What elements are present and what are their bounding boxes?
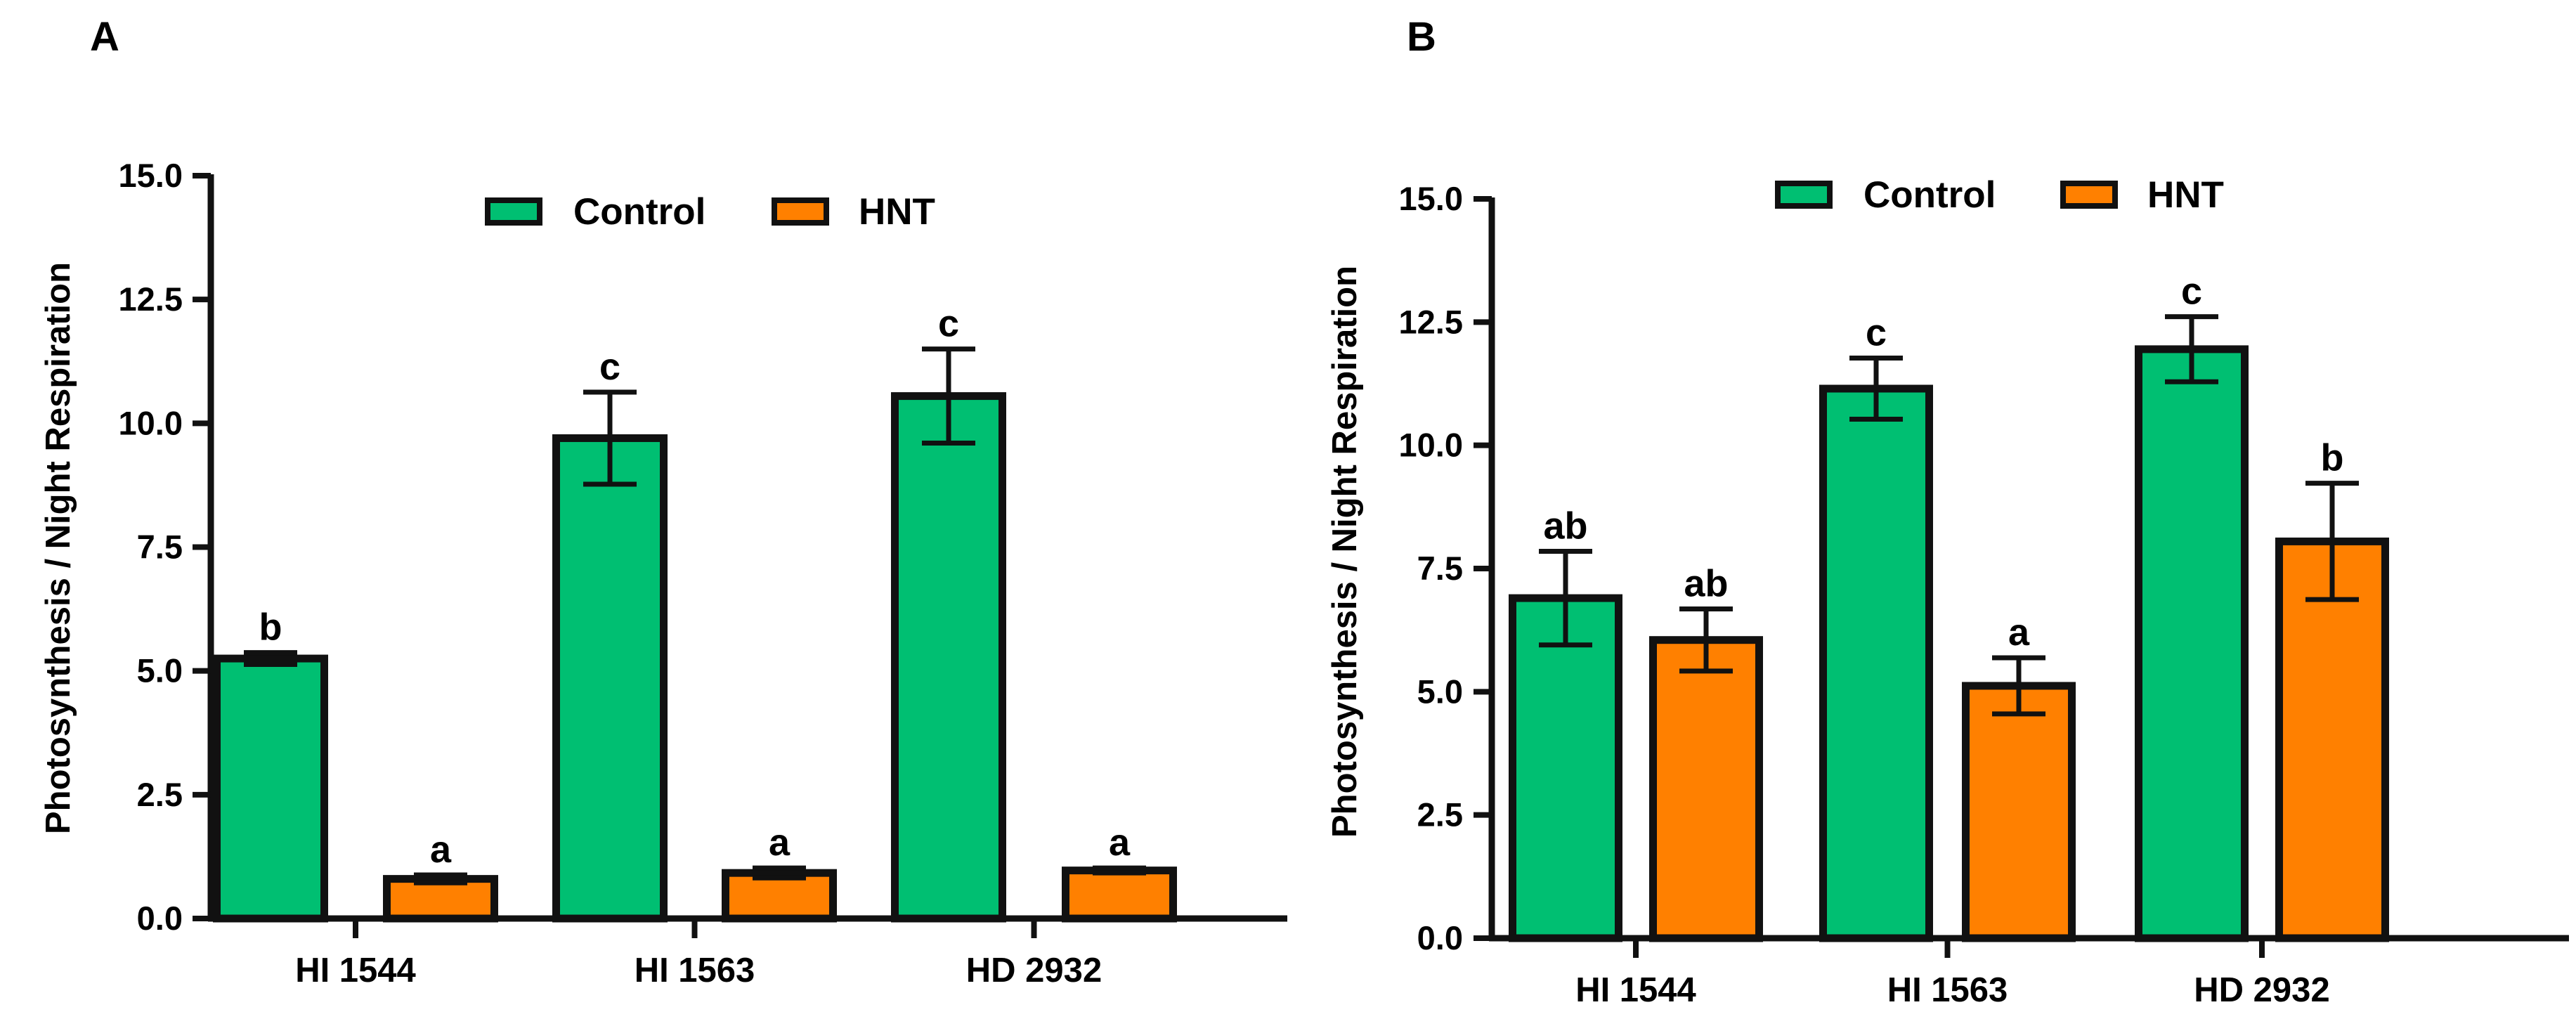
y-tick-label: 2.5 xyxy=(137,776,183,813)
legend-label-hnt: HNT xyxy=(2147,174,2224,216)
chart-panel-a: A Photosynthesis / Night Respiration b c c a a… xyxy=(39,14,1287,989)
y-tick-label: 15.0 xyxy=(1399,180,1463,217)
y-tick-label: 5.0 xyxy=(1417,673,1463,710)
significance-label: c xyxy=(2181,271,2202,313)
bar-control xyxy=(2135,345,2249,942)
legend-label-hnt: HNT xyxy=(859,191,935,233)
y-tick-label: 0.0 xyxy=(1417,919,1463,956)
significance-label: c xyxy=(938,303,959,345)
y-tick-label: 7.5 xyxy=(1417,550,1463,587)
x-category-label: HI 1544 xyxy=(295,952,416,989)
legend-swatch-hnt xyxy=(772,197,829,226)
y-axis-title: Photosynthesis / Night Respiration xyxy=(39,262,77,834)
x-category-label: HI 1563 xyxy=(1887,971,2008,1009)
bar-control xyxy=(1819,384,1933,942)
bar-control xyxy=(552,434,668,923)
bar-hnt xyxy=(1962,682,2076,942)
x-category-label: HD 2932 xyxy=(2194,971,2329,1009)
significance-label: b xyxy=(259,606,282,649)
significance-label: a xyxy=(1109,822,1131,864)
significance-label: c xyxy=(1866,312,1887,354)
significance-label: ab xyxy=(1684,563,1728,605)
bar-hnt xyxy=(1649,636,1763,942)
bar-control xyxy=(213,654,328,923)
legend-label-control: Control xyxy=(1863,174,1996,216)
x-category-label: HI 1544 xyxy=(1575,971,1696,1009)
significance-label: ab xyxy=(1543,505,1587,547)
bar-hnt xyxy=(1062,867,1177,923)
y-tick-label: 15.0 xyxy=(119,157,183,194)
significance-label: a xyxy=(2008,611,2030,654)
significance-label: a xyxy=(769,822,791,864)
legend-swatch-hnt xyxy=(2060,181,2118,209)
bar-control xyxy=(891,392,1006,923)
y-tick-label: 2.5 xyxy=(1417,796,1463,833)
significance-label: c xyxy=(599,346,620,388)
y-tick-label: 0.0 xyxy=(137,900,183,937)
y-tick-label: 5.0 xyxy=(137,652,183,689)
legend-label-control: Control xyxy=(573,191,705,233)
y-tick-label: 12.5 xyxy=(1399,303,1463,340)
x-category-label: HI 1563 xyxy=(635,952,755,989)
y-tick-label: 10.0 xyxy=(1399,427,1463,464)
legend-swatch-control xyxy=(1775,181,1833,209)
panel-label: A xyxy=(90,14,119,60)
significance-label: a xyxy=(430,829,452,871)
y-axis-title: Photosynthesis / Night Respiration xyxy=(1326,266,1364,838)
y-tick-label: 12.5 xyxy=(119,280,183,318)
x-category-label: HD 2932 xyxy=(966,952,1102,989)
significance-label: b xyxy=(2321,437,2344,479)
legend-swatch-control xyxy=(485,197,542,226)
bar-control xyxy=(1509,594,1622,942)
y-tick-label: 10.0 xyxy=(119,404,183,441)
panel-label: B xyxy=(1407,14,1436,60)
y-tick-label: 7.5 xyxy=(137,528,183,566)
